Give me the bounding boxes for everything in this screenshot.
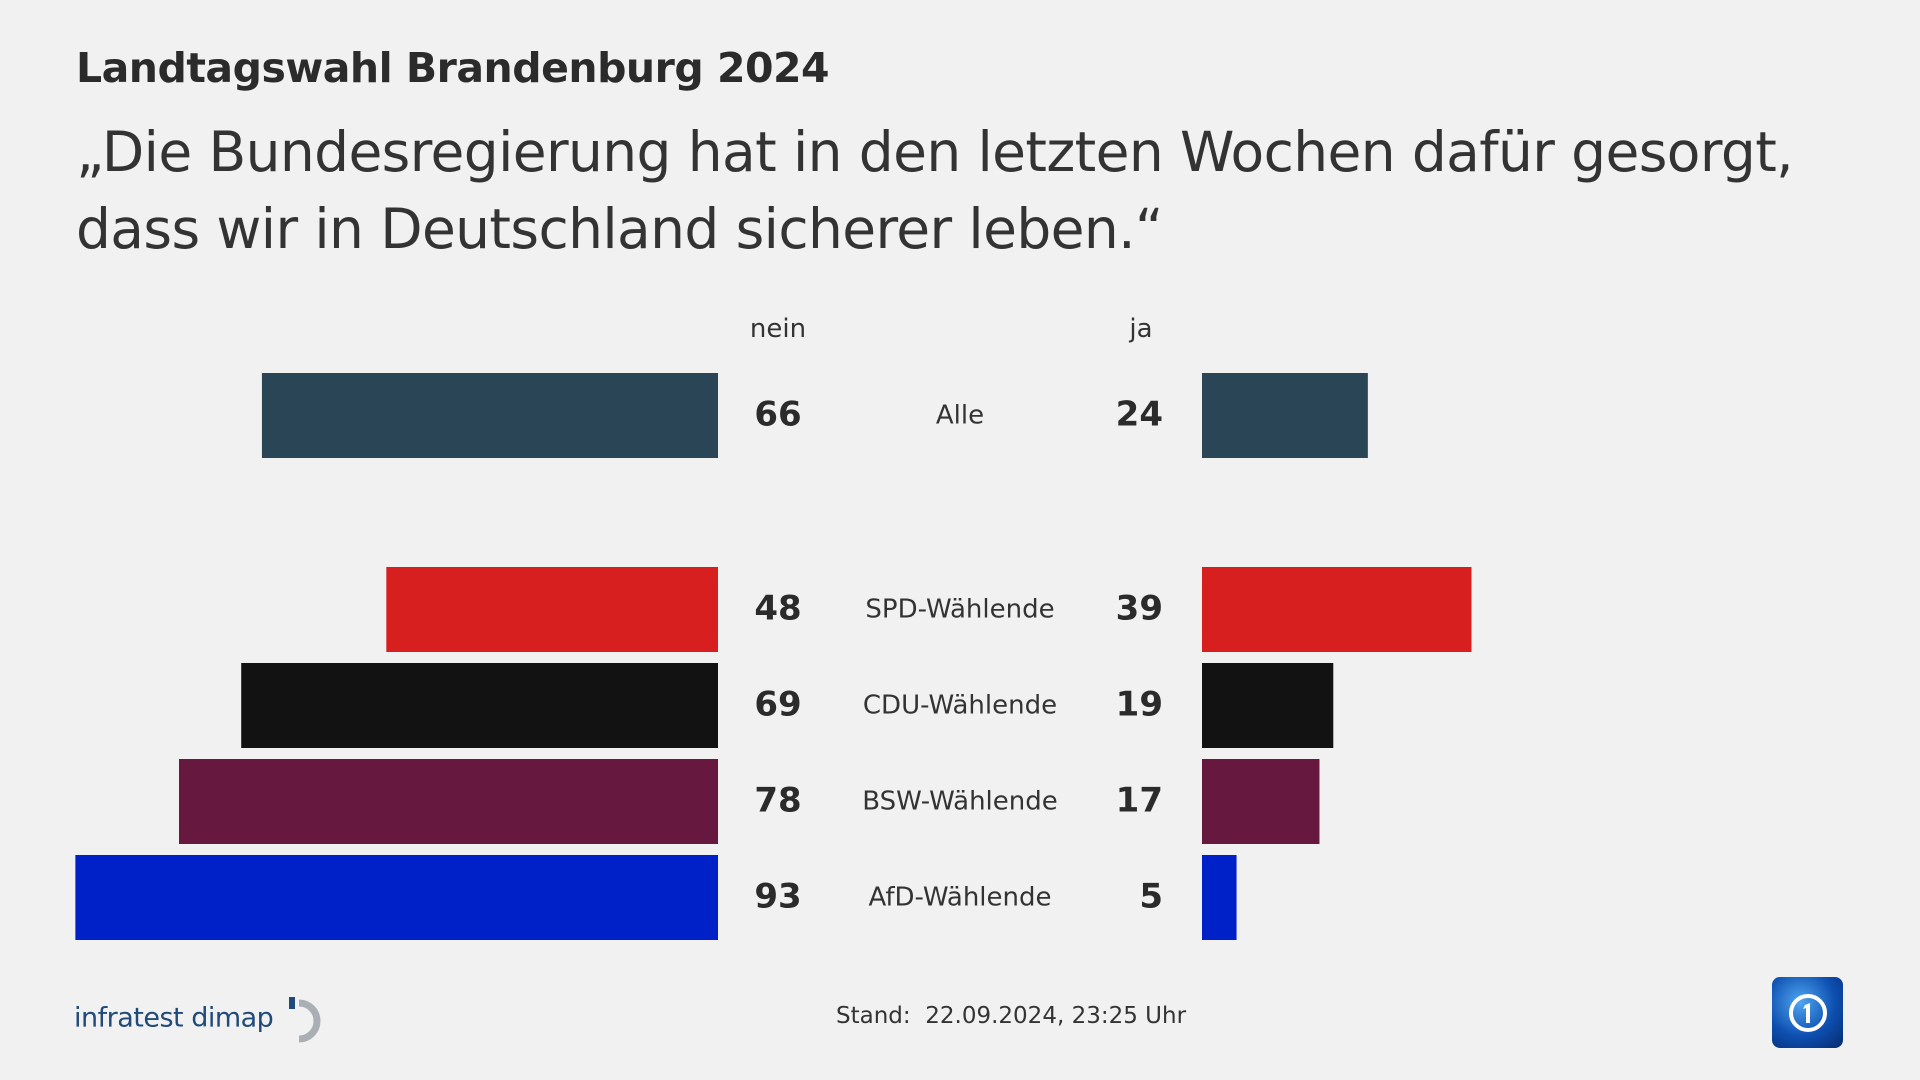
infratest-dimap-text: infratest dimap [74,1002,274,1034]
bar-nein-0 [261,373,718,458]
bar-nein-3 [179,759,718,844]
bar-ja-2 [1202,663,1334,748]
value-nein-0: 66 [754,395,801,435]
category-label-3: BSW-Wählende [862,787,1058,817]
value-ja-3: 17 [1116,781,1163,821]
category-label-1: SPD-Wählende [865,595,1054,625]
category-label-0: Alle [936,401,984,431]
ard-logo [1772,977,1843,1048]
value-nein-3: 78 [754,781,801,821]
bar-ja-0 [1202,373,1368,458]
infratest-dimap-logo: infratest dimap [74,995,333,1043]
stand-timestamp: Stand: 22.09.2024, 23:25 Uhr [836,1003,1187,1029]
category-label-2: CDU-Wählende [863,691,1057,721]
bar-nein-1 [386,567,718,652]
value-nein-4: 93 [754,877,801,917]
chart-title: Landtagswahl Brandenburg 2024 [76,44,830,92]
bar-ja-3 [1202,759,1320,844]
ard-one-icon [1789,994,1827,1032]
value-nein-1: 48 [754,589,801,629]
value-ja-4: 5 [1139,877,1163,917]
column-header-nein: nein [749,314,807,344]
value-ja-2: 19 [1116,685,1163,725]
infratest-dimap-icon [289,997,321,1043]
column-header-ja: ja [1129,314,1153,344]
bar-nein-4 [75,855,719,940]
value-ja-1: 39 [1116,589,1163,629]
chart-subtitle: „Die Bundesregierung hat in den letzten … [76,120,1794,261]
bar-ja-1 [1202,567,1472,652]
value-nein-2: 69 [754,685,801,725]
value-ja-0: 24 [1116,395,1163,435]
bar-ja-4 [1202,855,1237,940]
bar-nein-2 [241,663,718,748]
category-label-4: AfD-Wählende [868,883,1051,913]
